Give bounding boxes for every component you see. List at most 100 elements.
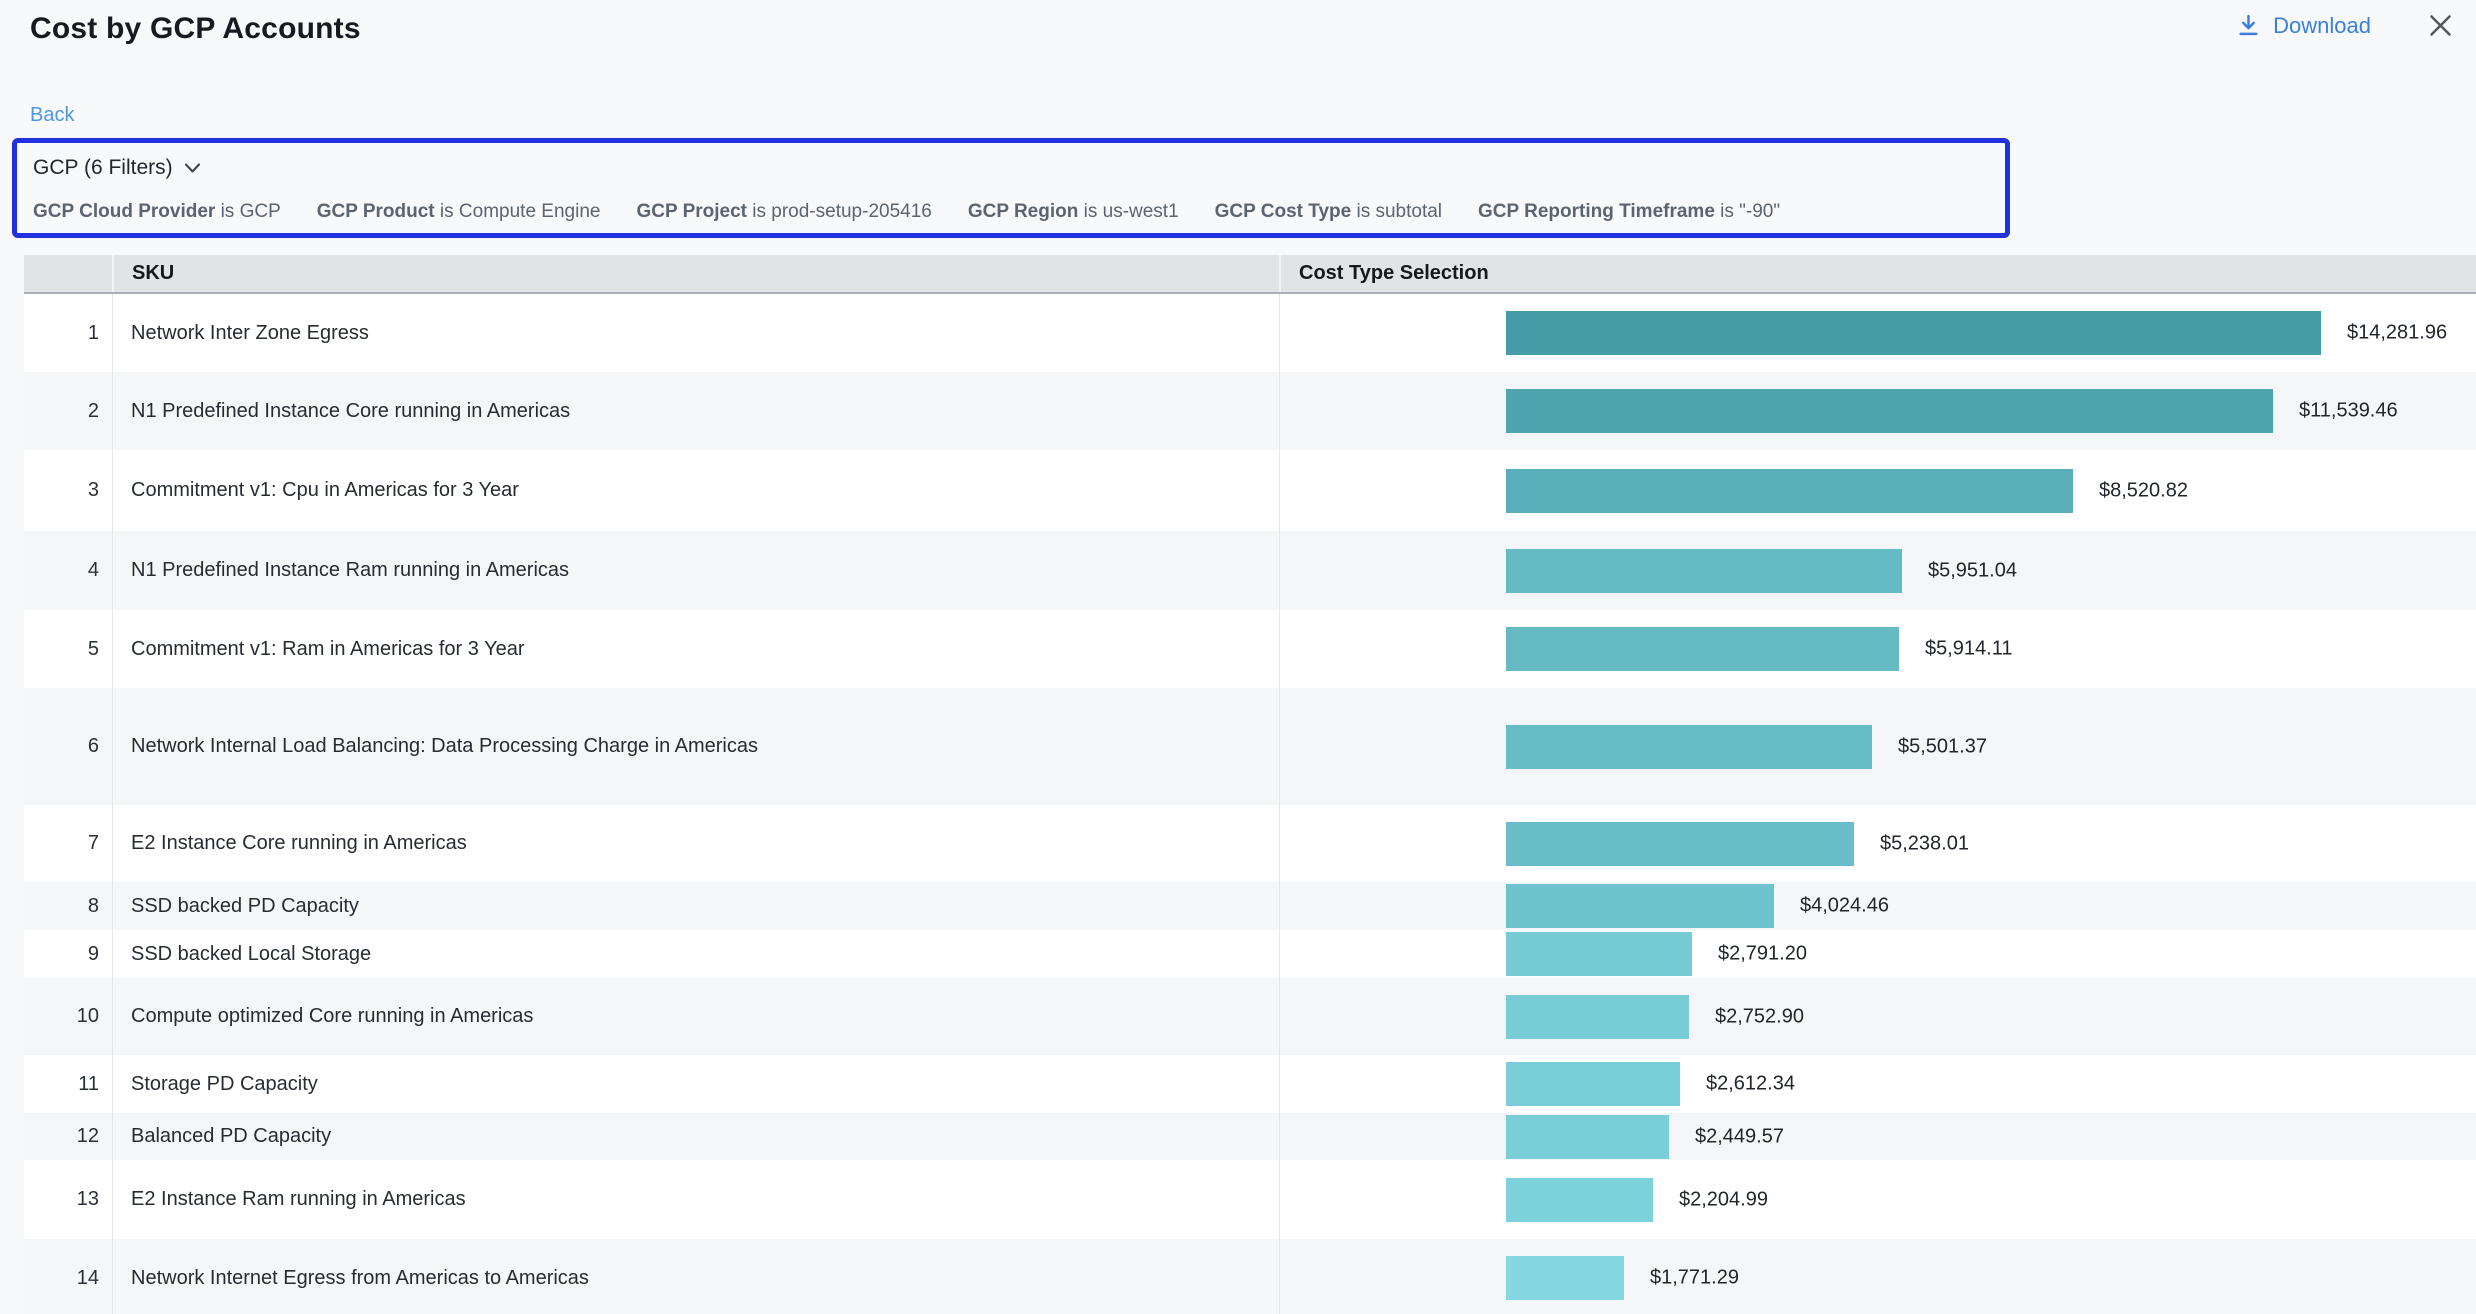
cost-value-label: $4,024.46 [1800, 894, 1889, 917]
row-index: 7 [87, 832, 99, 854]
cost-value-label: $2,449.57 [1695, 1125, 1784, 1147]
sku-cell: SSD backed Local Storage [112, 930, 1279, 978]
filter-name: GCP Cloud Provider [33, 201, 216, 222]
table-row[interactable]: 13 E2 Instance Ram running in Americas $2,… [24, 1160, 2476, 1239]
sku-cell: N1 Predefined Instance Core running in A… [112, 372, 1279, 450]
cost-value-label: $5,238.01 [1880, 832, 1969, 854]
sku-cell: Commitment v1: Ram in Americas for 3 Yea… [112, 610, 1279, 688]
filters-panel: GCP (6 Filters) GCP Cloud Provider is GC… [12, 138, 2010, 238]
table-row[interactable]: 8 SSD backed PD Capacity $4,024.46 [24, 882, 2476, 930]
cost-value-label: $2,204.99 [1679, 1188, 1768, 1210]
chart-cell: $5,951.04 [1279, 531, 2476, 610]
chart-cell: $2,791.20 [1279, 930, 2476, 978]
page-title: Cost by GCP Accounts [30, 12, 361, 45]
sku-cell: SSD backed PD Capacity [112, 882, 1279, 930]
sku-cell: Storage PD Capacity [112, 1055, 1279, 1113]
chart-cell: $11,539.46 [1279, 372, 2476, 450]
filter-name: GCP Project [636, 201, 747, 222]
cost-bar[interactable] [1506, 1114, 1669, 1159]
chart-cell: $5,501.37 [1279, 688, 2476, 805]
chart-cell: $5,238.01 [1279, 805, 2476, 882]
column-header-sku: SKU [112, 255, 1279, 292]
cost-value-label: $11,539.46 [2299, 399, 2398, 422]
filter-condition: is prod-setup-205416 [747, 201, 932, 222]
filter-item: GCP Product is Compute Engine [317, 201, 601, 223]
back-link[interactable]: Back [30, 104, 75, 126]
chart-cell: $2,204.99 [1279, 1160, 2476, 1239]
table-row[interactable]: 5 Commitment v1: Ram in Americas for 3 Ye… [24, 610, 2476, 688]
chart-cell: $14,281.96 [1279, 294, 2476, 372]
table-row[interactable]: 12 Balanced PD Capacity $2,449.57 [24, 1113, 2476, 1160]
chart-cell: $1,771.29 [1279, 1239, 2476, 1314]
table-row[interactable]: 14 Network Internet Egress from Americas … [24, 1239, 2476, 1314]
cost-bar[interactable] [1506, 548, 1902, 593]
row-index: 6 [87, 735, 99, 757]
row-index: 12 [76, 1125, 99, 1147]
row-index: 3 [87, 479, 99, 501]
row-index: 4 [87, 559, 99, 581]
chart-cell: $5,914.11 [1279, 610, 2476, 688]
row-index: 14 [76, 1266, 99, 1289]
cost-value-label: $14,281.96 [2347, 321, 2448, 344]
table-row[interactable]: 6 Network Internal Load Balancing: Data P… [24, 688, 2476, 805]
row-index: 13 [76, 1188, 99, 1210]
table-row[interactable]: 11 Storage PD Capacity $2,612.34 [24, 1055, 2476, 1113]
cost-bar[interactable] [1506, 389, 2273, 433]
cost-bar[interactable] [1506, 311, 2321, 355]
close-icon [2430, 15, 2451, 36]
filter-condition: is subtotal [1351, 201, 1443, 222]
cost-value-label: $2,791.20 [1718, 942, 1807, 965]
row-index: 2 [87, 399, 99, 422]
row-index: 1 [87, 321, 99, 344]
row-index: 8 [87, 894, 99, 917]
cost-bar[interactable] [1506, 1256, 1624, 1300]
cost-bar[interactable] [1506, 724, 1872, 769]
sku-cell: E2 Instance Ram running in Americas [112, 1160, 1279, 1239]
filter-name: GCP Cost Type [1214, 201, 1352, 222]
row-index: 11 [78, 1072, 99, 1095]
sku-cell: E2 Instance Core running in Americas [112, 805, 1279, 882]
filter-condition: is GCP [215, 201, 281, 222]
cost-value-label: $8,520.82 [2099, 479, 2188, 501]
chart-cell: $2,752.90 [1279, 978, 2476, 1055]
table-row[interactable]: 4 N1 Predefined Instance Ram running in A… [24, 531, 2476, 610]
filter-item: GCP Cloud Provider is GCP [33, 201, 281, 223]
close-button[interactable] [2427, 12, 2454, 39]
table-row[interactable]: 9 SSD backed Local Storage $2,791.20 [24, 930, 2476, 978]
filters-summary-label: GCP (6 Filters) [33, 156, 173, 179]
cost-bar[interactable] [1506, 468, 2073, 513]
download-button[interactable]: Download [2236, 13, 2371, 39]
table-row[interactable]: 7 E2 Instance Core running in Americas $5,… [24, 805, 2476, 882]
filter-item: GCP Reporting Timeframe is "-90" [1478, 201, 1780, 223]
download-icon [2239, 14, 2258, 36]
filter-condition: is "-90" [1714, 201, 1781, 222]
cost-value-label: $5,914.11 [1925, 637, 2013, 660]
cost-value-label: $5,951.04 [1928, 559, 2017, 581]
table-row[interactable]: 1 Network Inter Zone Egress $14,281.96 [24, 294, 2476, 372]
row-index: 10 [76, 1005, 99, 1027]
filters-dropdown[interactable]: GCP (6 Filters) [33, 153, 201, 183]
table-row[interactable]: 2 N1 Predefined Instance Core running in … [24, 372, 2476, 450]
cost-bar[interactable] [1506, 994, 1689, 1039]
column-header-index [24, 255, 112, 292]
cost-bar[interactable] [1506, 884, 1774, 928]
chart-cell: $2,449.57 [1279, 1113, 2476, 1160]
cost-table: SKU Cost Type Selection 1 Network Inter Z… [24, 255, 2476, 1314]
filter-item: GCP Project is prod-setup-205416 [636, 201, 931, 223]
cost-bar[interactable] [1506, 1177, 1653, 1222]
filter-condition: is us-west1 [1078, 201, 1179, 222]
table-row[interactable]: 10 Compute optimized Core running in Amer… [24, 978, 2476, 1055]
filter-name: GCP Region [967, 201, 1079, 222]
chart-cell: $8,520.82 [1279, 450, 2476, 531]
sku-cell: Network Internal Load Balancing: Data Pr… [112, 688, 1279, 805]
cost-bar[interactable] [1506, 1062, 1680, 1106]
sku-cell: Compute optimized Core running in Americ… [112, 978, 1279, 1055]
filter-name: GCP Product [316, 201, 435, 222]
cost-bar[interactable] [1506, 932, 1692, 976]
cost-bar[interactable] [1506, 821, 1854, 866]
table-body: 1 Network Inter Zone Egress $14,281.96 2 N1 … [24, 294, 2476, 1314]
cost-bar[interactable] [1506, 627, 1899, 671]
sku-cell: Network Internet Egress from Americas to… [112, 1239, 1279, 1314]
table-row[interactable]: 3 Commitment v1: Cpu in Americas for 3 Ye… [24, 450, 2476, 531]
